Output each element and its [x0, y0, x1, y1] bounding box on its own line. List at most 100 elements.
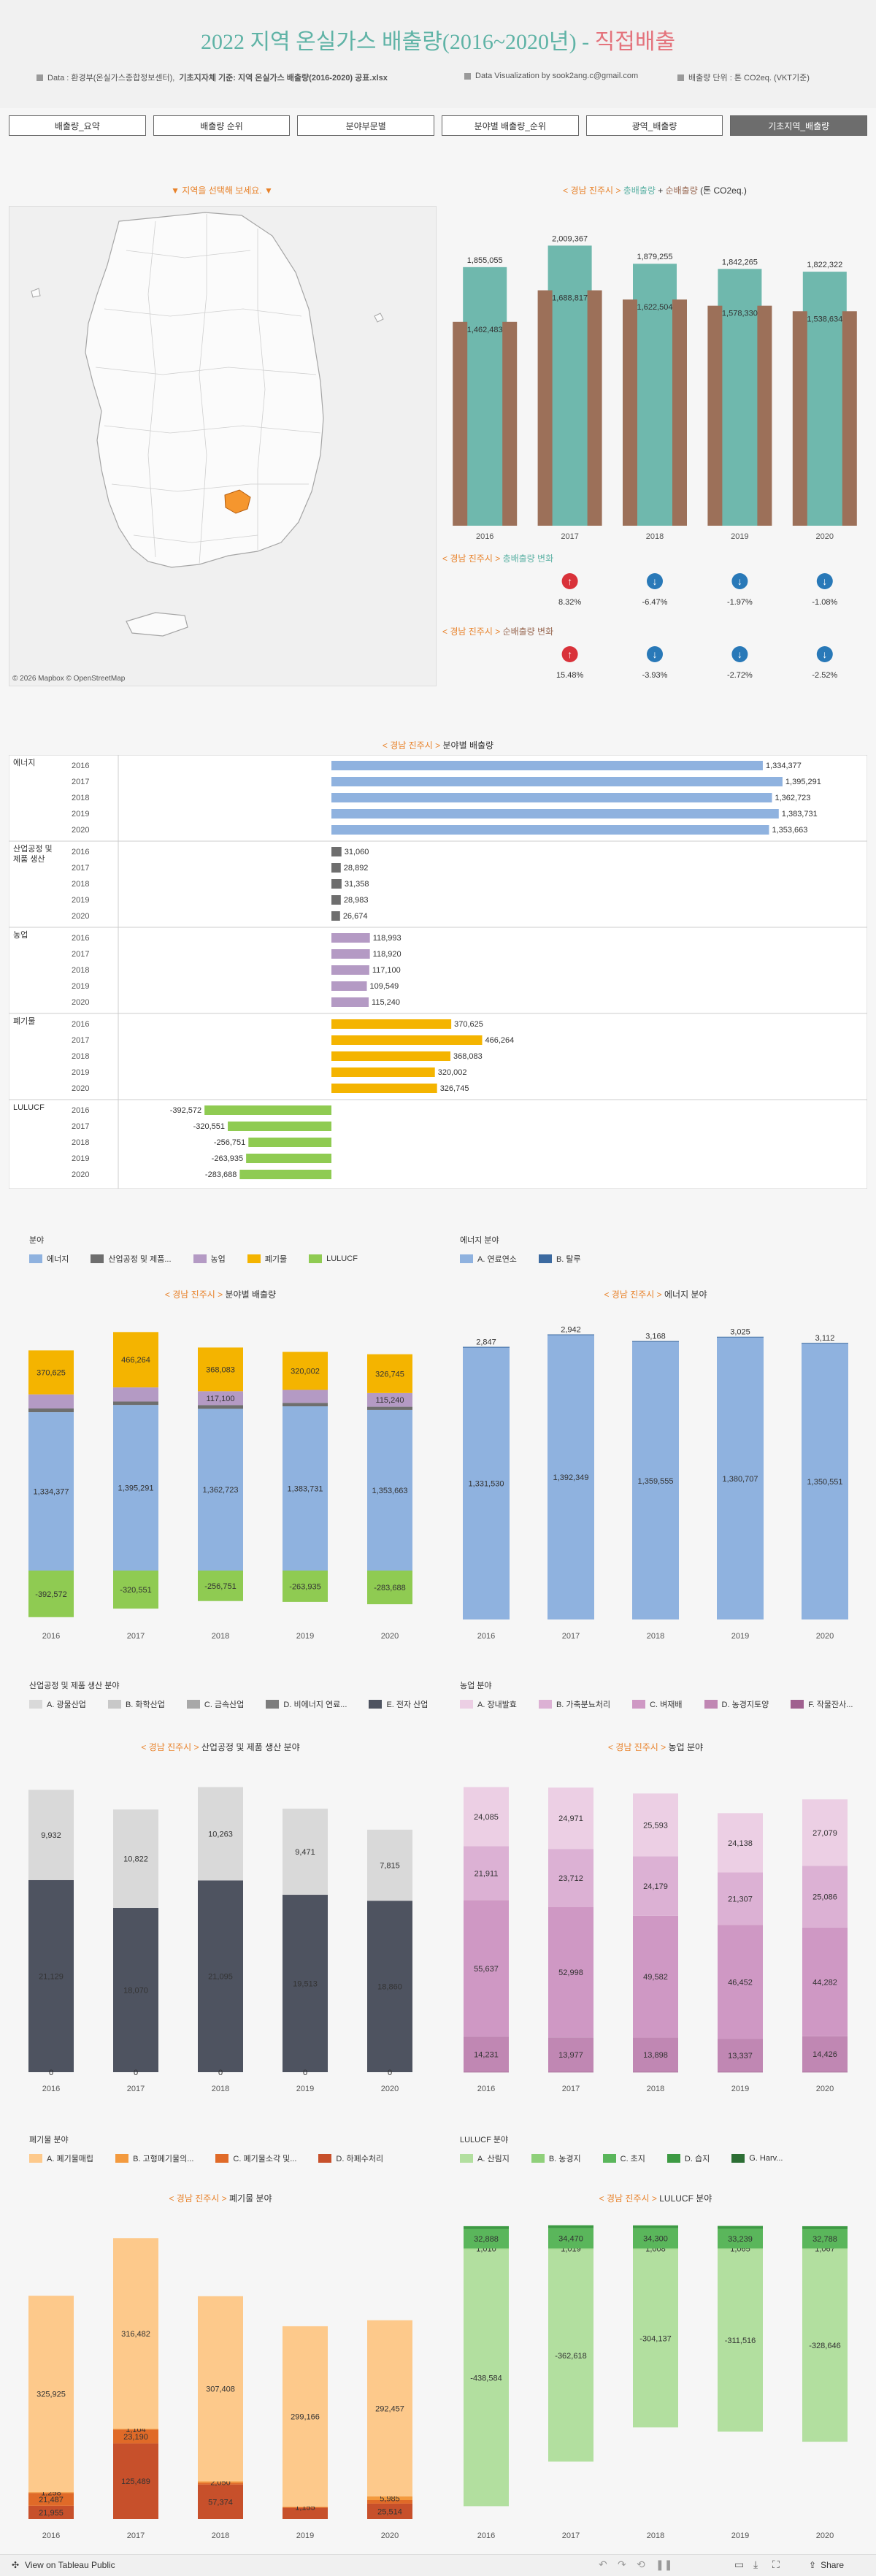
stack-segment[interactable]	[283, 1809, 328, 1895]
stack-segment[interactable]	[718, 2228, 763, 2249]
stack-segment[interactable]	[198, 1347, 243, 1392]
tab-province[interactable]: 광역_배출량	[585, 115, 723, 136]
stack-segment[interactable]	[718, 2249, 763, 2432]
stack-segment[interactable]	[198, 1880, 243, 2072]
stack-segment[interactable]	[28, 1408, 74, 1413]
stack-segment[interactable]	[802, 2228, 848, 2249]
sector-bar[interactable]	[331, 949, 370, 959]
stack-segment[interactable]	[464, 2226, 509, 2229]
legend-item[interactable]: A. 광물산업	[29, 1698, 86, 1710]
stack-segment[interactable]	[464, 2228, 509, 2249]
stack-segment[interactable]	[718, 1925, 763, 2039]
stack-segment[interactable]	[113, 1907, 158, 2072]
stack-segment[interactable]	[367, 1409, 412, 1571]
stack-segment[interactable]	[113, 1809, 158, 1908]
stack-segment[interactable]	[464, 2071, 509, 2073]
net-bar[interactable]	[842, 311, 857, 526]
stack-segment[interactable]	[113, 1332, 158, 1388]
stack-segment[interactable]	[28, 1790, 74, 1880]
stack-segment[interactable]	[548, 2225, 593, 2228]
stack-segment[interactable]	[283, 1570, 328, 1602]
sector-bar[interactable]	[331, 911, 340, 921]
stack-segment[interactable]	[198, 1787, 243, 1881]
stack-segment[interactable]	[283, 2507, 328, 2508]
legend-item[interactable]: D. 하폐수처리	[318, 2153, 383, 2164]
legend-item[interactable]: A. 산림지	[460, 2153, 510, 2164]
stack-segment[interactable]	[633, 2225, 678, 2228]
stack-segment[interactable]	[367, 2320, 412, 2497]
stack-segment[interactable]	[198, 2484, 243, 2519]
total-bar[interactable]	[802, 272, 847, 526]
stack-segment[interactable]	[718, 1872, 763, 1925]
sector-bar[interactable]	[228, 1122, 331, 1131]
legend-item[interactable]: B. 농경지	[531, 2153, 581, 2164]
stack-segment[interactable]	[283, 1895, 328, 2072]
stack-segment[interactable]	[633, 1793, 678, 1857]
sector-bar[interactable]	[331, 981, 367, 991]
total-net-chart[interactable]: 1,855,055 1,462,483 2016 2,009,367 1,688,817…	[442, 204, 867, 548]
sector-bar[interactable]	[331, 879, 342, 889]
stack-segment[interactable]	[718, 1813, 763, 1873]
net-bar[interactable]	[672, 299, 687, 526]
stack-segment[interactable]	[113, 1405, 158, 1571]
stack-segment[interactable]	[28, 1394, 74, 1409]
undo-icon[interactable]: ↶	[599, 2558, 607, 2570]
tab-summary[interactable]: 배출량_요약	[9, 115, 146, 136]
fullscreen-icon[interactable]: ⛶	[772, 2558, 780, 2570]
stack-segment[interactable]	[802, 1799, 848, 1866]
total-bar[interactable]	[633, 264, 677, 526]
stack-segment[interactable]	[548, 2071, 593, 2073]
stack-segment[interactable]	[802, 2226, 848, 2229]
stack-segment[interactable]	[113, 2443, 158, 2519]
sector-bar[interactable]	[331, 933, 370, 943]
stack-segment[interactable]	[113, 2238, 158, 2429]
sector-bar[interactable]	[331, 793, 772, 802]
stack-segment[interactable]	[28, 2492, 74, 2493]
stack-segment[interactable]	[633, 2249, 678, 2428]
sector-bar[interactable]	[331, 997, 369, 1007]
stack-segment[interactable]	[198, 2296, 243, 2482]
download-icon[interactable]: ⤓	[753, 2558, 758, 2570]
stack-segment[interactable]	[464, 2248, 509, 2250]
agri-stacked-chart[interactable]: 14,231 55,637 21,911 24,085 2016 13,977 52,998…	[444, 1758, 867, 2101]
legend-item[interactable]: D. 비에너지 연료...	[266, 1698, 347, 1710]
stack-segment[interactable]	[632, 1341, 679, 1342]
tab-rank[interactable]: 배출량 순위	[153, 115, 291, 136]
korea-map[interactable]: © 2026 Mapbox © OpenStreetMap	[9, 206, 437, 686]
ulleung-island[interactable]	[374, 313, 384, 323]
sector-bar[interactable]	[331, 761, 763, 770]
legend-item[interactable]: D. 농경지토양	[704, 1698, 769, 1710]
sector-bar[interactable]	[204, 1105, 331, 1115]
stack-segment[interactable]	[548, 1849, 593, 1908]
stack-segment[interactable]	[113, 2429, 158, 2444]
legend-item[interactable]: B. 탈루	[538, 1253, 581, 1265]
stack-segment[interactable]	[548, 2248, 593, 2250]
stack-segment[interactable]	[367, 1570, 412, 1605]
tab-local[interactable]: 기초지역_배출량	[730, 115, 868, 136]
stack-segment[interactable]	[283, 1389, 328, 1403]
stack-segment[interactable]	[802, 1343, 848, 1619]
sector-bar[interactable]	[331, 965, 369, 975]
sector-bar[interactable]	[239, 1170, 331, 1179]
legend-item[interactable]: D. 습지	[666, 2153, 710, 2164]
stack-segment[interactable]	[28, 2493, 74, 2506]
stack-segment[interactable]	[283, 2507, 328, 2519]
tab-sector-rank[interactable]: 분야별 배출량_순위	[442, 115, 579, 136]
stack-segment[interactable]	[718, 2226, 763, 2229]
legend-item[interactable]: 산업공정 및 제품...	[91, 1253, 172, 1265]
stack-segment[interactable]	[802, 2071, 848, 2073]
stack-segment[interactable]	[367, 2496, 412, 2500]
stack-segment[interactable]	[28, 1350, 74, 1395]
legend-item[interactable]: E. 전자 산업	[369, 1698, 428, 1710]
stack-segment[interactable]	[367, 1354, 412, 1393]
sector-bar[interactable]	[331, 895, 341, 905]
redo-icon[interactable]: ↷	[618, 2558, 626, 2570]
sector-bar[interactable]	[331, 777, 783, 786]
stack-segment[interactable]	[113, 1387, 158, 1402]
stack-segment[interactable]	[548, 1787, 593, 1849]
stack-segment[interactable]	[802, 1866, 848, 1928]
stack-segment[interactable]	[198, 2481, 243, 2483]
sector-table[interactable]: 에너지 2016 1,334,377 2017 1,395,291 2018 1,362,7…	[9, 755, 867, 1189]
legend-item[interactable]: G. Harv...	[731, 2154, 783, 2163]
stack-segment[interactable]	[28, 1412, 74, 1571]
